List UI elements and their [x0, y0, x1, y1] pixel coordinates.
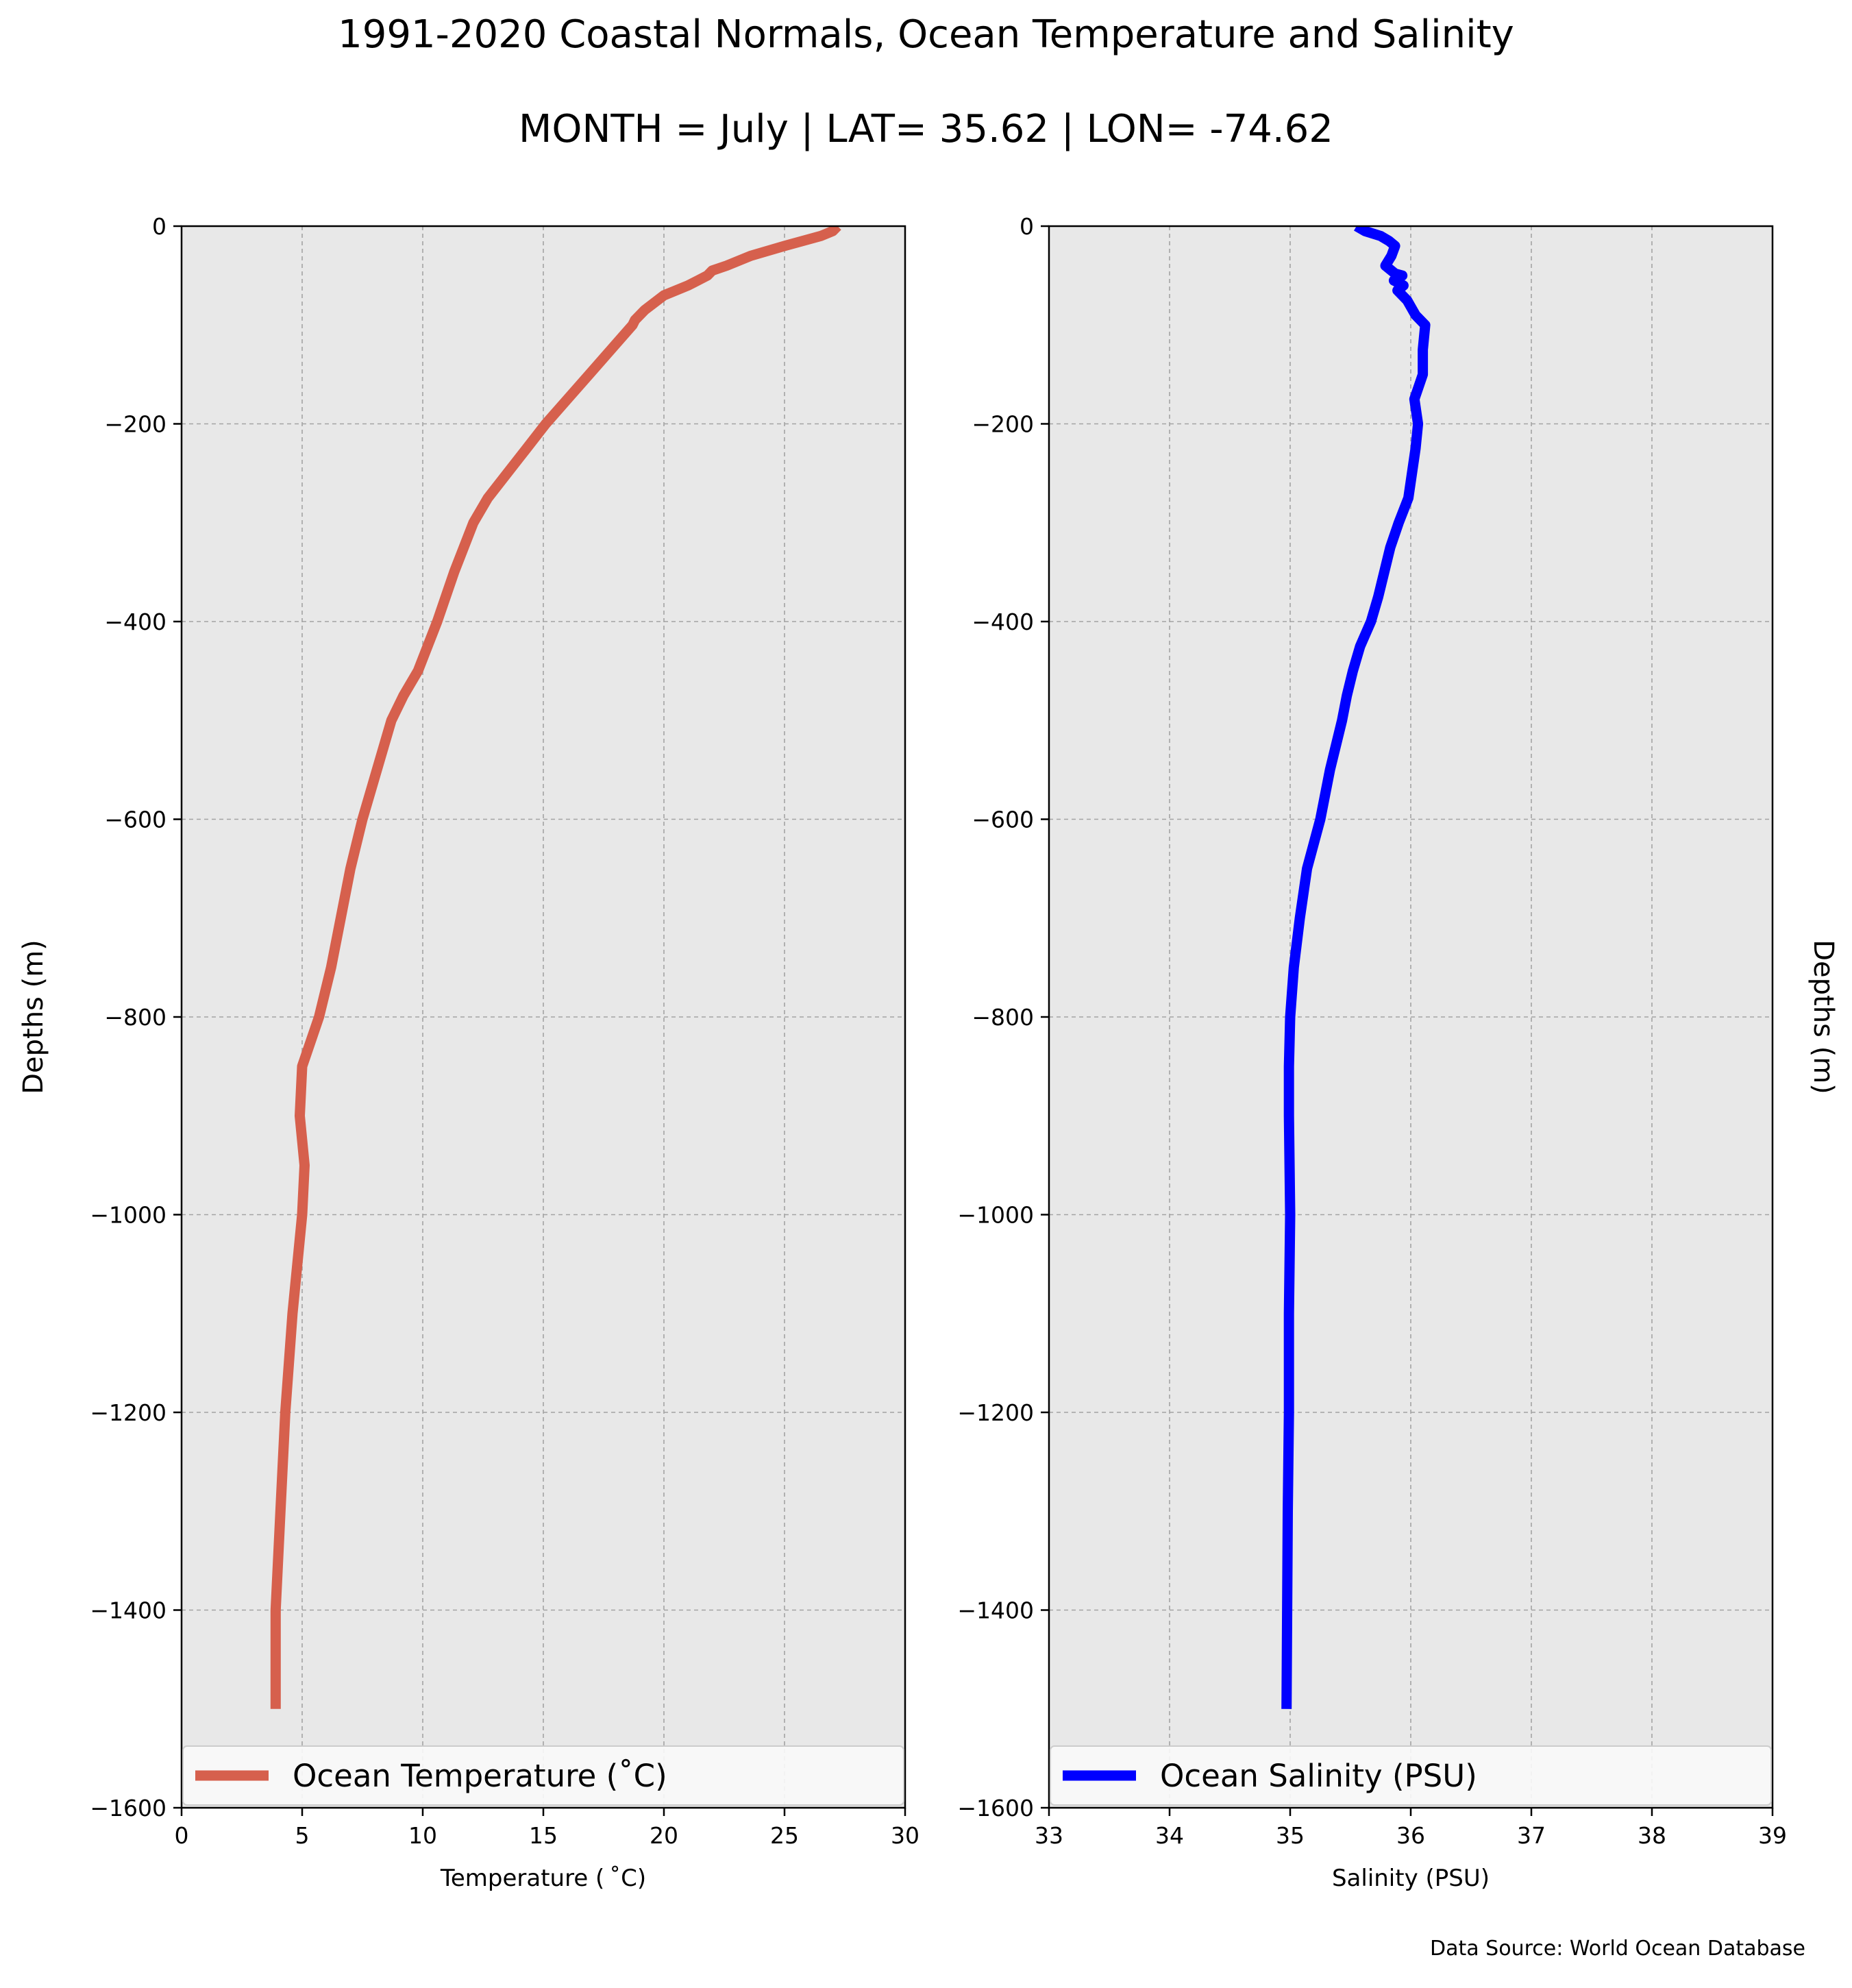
x-tick-label: 20 [650, 1822, 678, 1849]
chart-subtitle: MONTH = July | LAT= 35.62 | LON= -74.62 [519, 107, 1333, 151]
y-tick-label: −1000 [957, 1202, 1034, 1229]
legend-box [182, 1745, 904, 1806]
x-tick-label: 34 [1155, 1822, 1184, 1849]
y-tick-label: −600 [104, 807, 166, 833]
y-axis-label: Depths (m) [1807, 940, 1839, 1094]
x-tick-label: 25 [770, 1822, 799, 1849]
y-tick-label: −1600 [90, 1795, 166, 1821]
y-tick-label: −1200 [90, 1399, 166, 1426]
series-line [270, 226, 841, 1709]
y-tick-label: −200 [972, 411, 1034, 438]
y-tick-label: 0 [1020, 213, 1034, 240]
legend-label: Ocean Salinity (PSU) [1160, 1758, 1477, 1794]
y-tick-label: −1600 [957, 1795, 1034, 1821]
x-tick-label: 0 [175, 1822, 189, 1849]
y-tick-label: −800 [972, 1004, 1034, 1031]
chart-title: 1991-2020 Coastal Normals, Ocean Tempera… [338, 12, 1514, 57]
x-tick-label: 33 [1035, 1822, 1063, 1849]
x-tick-label: 37 [1517, 1822, 1546, 1849]
x-tick-label: 36 [1396, 1822, 1425, 1849]
y-tick-label: −1400 [90, 1597, 166, 1624]
x-tick-label: 5 [295, 1822, 310, 1849]
y-tick-label: −1400 [957, 1597, 1034, 1624]
y-tick-label: −1000 [90, 1202, 166, 1229]
temperature-panel: 0 5 10 15 20 25 30 0 −200 −400 −600 −800 −1000 −1200 −… [18, 213, 919, 1892]
x-axis-label: Temperature ( ˚C) [440, 1865, 646, 1892]
y-tick-label: −600 [972, 807, 1034, 833]
x-tick-label: 10 [408, 1822, 437, 1849]
x-tick-label: 35 [1276, 1822, 1305, 1849]
y-axis-label: Depths (m) [18, 940, 49, 1094]
y-tick-label: −1200 [957, 1399, 1034, 1426]
salinity-panel: 33 34 35 36 37 38 39 0 −200 −400 −600 −800 −1000 −120… [957, 213, 1839, 1892]
x-tick-label: 30 [891, 1822, 919, 1849]
y-tick-label: −400 [104, 609, 166, 635]
legend-label: Ocean Temperature (˚C) [293, 1758, 667, 1794]
y-tick-label: −200 [104, 411, 166, 438]
legend-box [1050, 1745, 1772, 1806]
x-tick-label: 15 [529, 1822, 558, 1849]
x-axis-label: Salinity (PSU) [1332, 1865, 1490, 1892]
data-source-note: Data Source: World Ocean Database [1430, 1937, 1805, 1961]
y-tick-label: −400 [972, 609, 1034, 635]
x-tick-label: 39 [1758, 1822, 1787, 1849]
y-tick-label: 0 [152, 213, 166, 240]
x-tick-label: 38 [1638, 1822, 1666, 1849]
series-line [1281, 226, 1431, 1709]
y-tick-label: −800 [104, 1004, 166, 1031]
